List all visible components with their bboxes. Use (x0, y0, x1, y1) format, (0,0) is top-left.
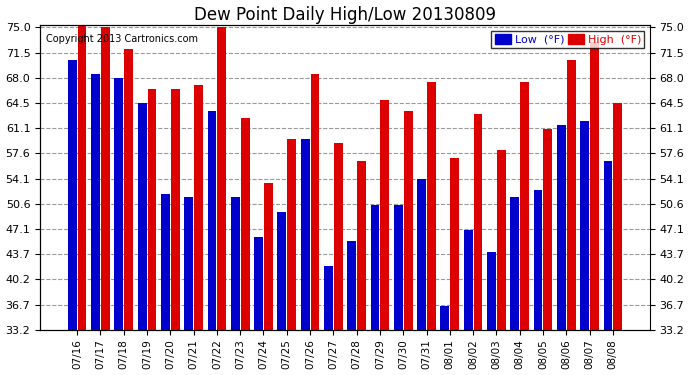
Bar (334, 143, 343, 330)
Bar (217, 27, 226, 330)
Bar (520, 82, 529, 330)
Bar (194, 85, 203, 330)
Bar (241, 118, 250, 330)
Bar (208, 111, 217, 330)
Bar (613, 103, 622, 330)
Bar (511, 197, 519, 330)
Bar (68, 60, 77, 330)
Bar (148, 89, 157, 330)
Bar (287, 140, 296, 330)
Bar (347, 241, 356, 330)
Bar (254, 237, 263, 330)
Bar (544, 129, 552, 330)
Bar (301, 140, 310, 330)
Bar (533, 190, 542, 330)
Bar (566, 60, 575, 330)
Bar (357, 161, 366, 330)
Bar (371, 205, 380, 330)
Bar (417, 179, 426, 330)
Bar (557, 125, 566, 330)
Bar (101, 27, 110, 330)
Bar (264, 183, 273, 330)
Bar (91, 74, 100, 330)
Bar (277, 212, 286, 330)
Text: Copyright 2013 Cartronics.com: Copyright 2013 Cartronics.com (46, 34, 198, 44)
Bar (324, 266, 333, 330)
Bar (497, 150, 506, 330)
Bar (161, 194, 170, 330)
Bar (473, 114, 482, 330)
Bar (115, 78, 124, 330)
Bar (394, 205, 403, 330)
Bar (171, 89, 179, 330)
Bar (580, 122, 589, 330)
Bar (231, 197, 239, 330)
Bar (590, 42, 599, 330)
Bar (440, 306, 449, 330)
Bar (451, 158, 459, 330)
Bar (78, 24, 86, 330)
Title: Dew Point Daily High/Low 20130809: Dew Point Daily High/Low 20130809 (194, 6, 496, 24)
Bar (427, 82, 436, 330)
Bar (124, 49, 133, 330)
Bar (380, 100, 389, 330)
Bar (184, 197, 193, 330)
Bar (138, 103, 146, 330)
Bar (464, 230, 473, 330)
Bar (487, 252, 496, 330)
Legend: Low  (°F), High  (°F): Low (°F), High (°F) (491, 31, 644, 48)
Bar (604, 161, 612, 330)
Bar (310, 74, 319, 330)
Bar (404, 111, 413, 330)
